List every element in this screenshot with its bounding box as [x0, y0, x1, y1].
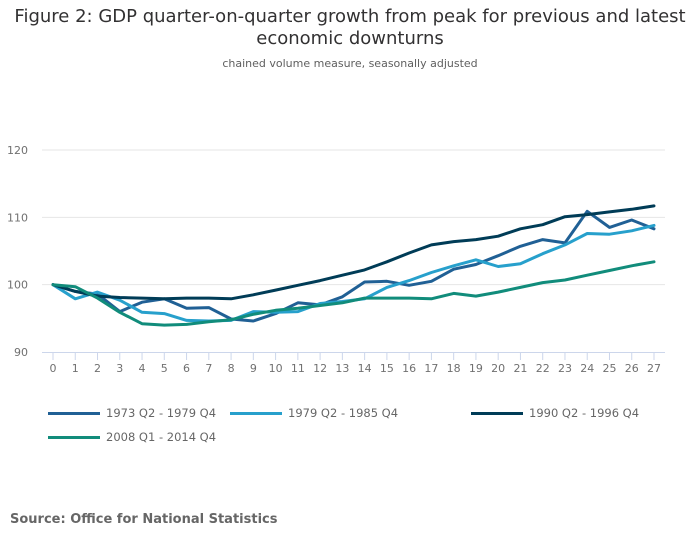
series-lines [51, 204, 656, 327]
x-tick-label: 7 [205, 362, 212, 375]
legend-swatch [48, 435, 100, 439]
x-tick-label: 0 [50, 362, 57, 375]
x-tick-label: 16 [402, 362, 416, 375]
legend-swatch [48, 411, 100, 415]
chart-title: Figure 2: GDP quarter-on-quarter growth … [14, 6, 686, 49]
x-tick-label: 9 [250, 362, 257, 375]
x-tick-label: 27 [647, 362, 661, 375]
y-tick-label: 120 [7, 144, 28, 157]
legend-item[interactable]: 2008 Q1 - 2014 Q4 [48, 430, 216, 444]
legend-item[interactable]: 1979 Q2 - 1985 Q4 [230, 406, 398, 420]
legend-label: 2008 Q1 - 2014 Q4 [106, 430, 217, 444]
x-tick-label: 5 [161, 362, 168, 375]
source-note: Source: Office for National Statistics [10, 512, 278, 527]
x-tick-label: 10 [269, 362, 283, 375]
y-tick-label: 100 [7, 279, 28, 292]
x-tick-label: 19 [469, 362, 483, 375]
x-tick-label: 20 [491, 362, 505, 375]
x-tick-label: 24 [580, 362, 594, 375]
x-tick-label: 14 [358, 362, 372, 375]
x-tick-label: 18 [447, 362, 461, 375]
x-tick-label: 17 [424, 362, 438, 375]
y-tick-label: 110 [7, 211, 28, 224]
x-tick-label: 2 [94, 362, 101, 375]
x-axis: 0 1 2 3 4 5 6 7 8 9 10 11 12 13 14 15 16 17 18 19 20 21 22 23 24… [42, 352, 665, 375]
legend-label: 1973 Q2 - 1979 Q4 [106, 406, 217, 420]
x-tick-label: 26 [625, 362, 639, 375]
series-line-4 [51, 260, 656, 327]
x-tick-label: 13 [335, 362, 349, 375]
series-line-1 [51, 209, 656, 323]
x-tick-label: 3 [116, 362, 123, 375]
x-tick-label: 23 [558, 362, 572, 375]
x-tick-label: 4 [139, 362, 146, 375]
x-tick-label: 22 [536, 362, 550, 375]
x-tick-label: 6 [183, 362, 190, 375]
x-tick-label: 25 [602, 362, 616, 375]
legend-label: 1979 Q2 - 1985 Q4 [288, 406, 399, 420]
y-axis: 90 100 110 120 [7, 144, 28, 359]
legend-item[interactable]: 1990 Q2 - 1996 Q4 [471, 406, 639, 420]
x-tick-label: 15 [380, 362, 394, 375]
legend-swatch [471, 411, 523, 415]
x-tick-label: 12 [313, 362, 327, 375]
x-tick-label: 21 [513, 362, 527, 375]
y-tick-label: 90 [14, 346, 28, 359]
x-tick-label: 1 [72, 362, 79, 375]
legend-swatch [230, 411, 282, 415]
chart-subtitle: chained volume measure, seasonally adjus… [222, 57, 478, 70]
x-tick-label: 8 [228, 362, 235, 375]
series-line-3 [51, 204, 656, 301]
x-tick-label: 11 [291, 362, 305, 375]
legend-label: 1990 Q2 - 1996 Q4 [529, 406, 640, 420]
legend-item[interactable]: 1973 Q2 - 1979 Q4 [48, 406, 216, 420]
